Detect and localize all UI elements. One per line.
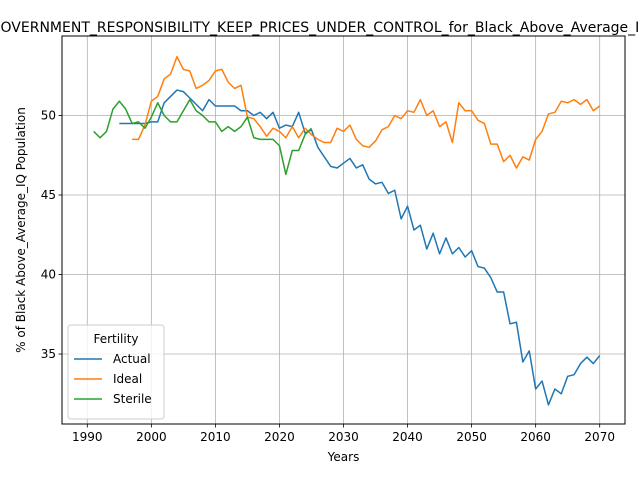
x-axis-label: Years [327, 450, 360, 464]
legend-label-sterile: Sterile [113, 392, 152, 406]
x-tick-label: 2020 [264, 430, 295, 444]
legend-label-ideal: Ideal [113, 372, 142, 386]
x-axis-ticks: 1990 2000 2010 2020 2030 2040 2050 2060 2070 [72, 424, 615, 444]
legend-title: Fertility [93, 332, 138, 346]
x-tick-label: 2000 [136, 430, 167, 444]
y-tick-label: 40 [41, 268, 56, 282]
grid-lines [62, 36, 625, 424]
y-tick-label: 50 [41, 109, 56, 123]
chart-title: GOVERNMENT_RESPONSIBILITY_KEEP_PRICES_UN… [0, 20, 640, 36]
y-tick-label: 45 [41, 188, 56, 202]
y-axis-label: % of Black Above_Average_IQ Population [14, 107, 28, 353]
legend: Fertility Actual Ideal Sterile [67, 324, 165, 420]
x-tick-label: 2050 [456, 430, 487, 444]
series-lines [93, 55, 601, 406]
plot-frame [61, 35, 626, 425]
y-tick-label: 35 [41, 347, 56, 361]
x-tick-label: 1990 [72, 430, 103, 444]
y-axis-ticks: 35 40 45 50 [41, 109, 62, 361]
x-tick-label: 2030 [328, 430, 359, 444]
series-line-ideal [132, 55, 601, 169]
series-line-sterile [93, 98, 312, 176]
x-tick-label: 2070 [584, 430, 615, 444]
x-tick-label: 2060 [520, 430, 551, 444]
x-tick-label: 2010 [200, 430, 231, 444]
series-line-actual [119, 89, 601, 406]
x-tick-label: 2040 [392, 430, 423, 444]
legend-label-actual: Actual [113, 352, 151, 366]
legend-box [67, 324, 165, 420]
